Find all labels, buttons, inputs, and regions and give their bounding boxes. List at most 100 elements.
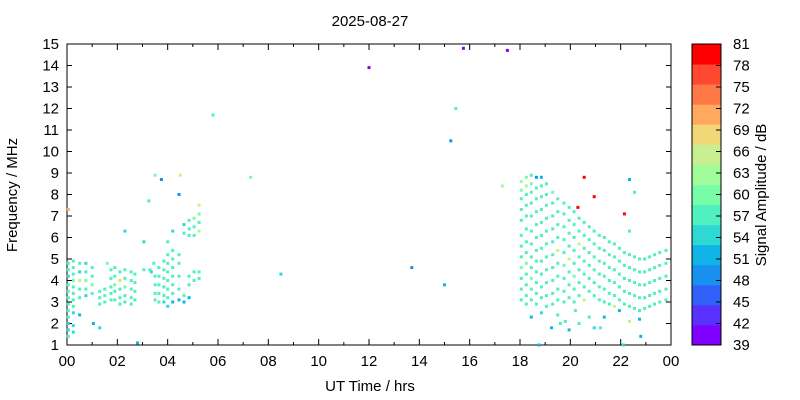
data-point — [539, 195, 543, 199]
x-tick-label: 14 — [411, 353, 428, 370]
data-point — [572, 261, 576, 265]
data-point — [166, 287, 170, 291]
data-point — [539, 184, 543, 188]
data-point — [653, 291, 657, 295]
y-tick-label: 2 — [51, 316, 59, 333]
y-tick-label: 6 — [51, 230, 59, 247]
data-point — [192, 225, 196, 229]
data-point — [197, 229, 201, 233]
data-point — [648, 268, 652, 272]
data-point — [66, 334, 70, 338]
data-point — [529, 315, 533, 319]
data-point — [166, 270, 170, 274]
data-point — [98, 326, 102, 330]
data-point — [562, 201, 566, 205]
data-point — [562, 276, 566, 280]
data-point — [519, 266, 523, 270]
data-point — [524, 214, 528, 218]
data-point — [197, 270, 201, 274]
data-point — [157, 291, 161, 295]
data-point — [84, 287, 88, 291]
data-point — [148, 268, 152, 272]
data-point — [592, 195, 596, 199]
plot-area — [66, 43, 672, 346]
data-point — [129, 270, 133, 274]
data-point — [524, 302, 528, 306]
data-point — [524, 272, 528, 276]
data-point — [577, 322, 581, 325]
data-point — [157, 300, 161, 304]
data-point — [152, 261, 156, 265]
data-point — [544, 255, 548, 259]
data-point — [534, 259, 538, 263]
data-point — [539, 220, 543, 224]
data-point — [550, 326, 553, 330]
data-point — [98, 289, 102, 293]
y-tick-label: 9 — [51, 165, 59, 182]
data-point — [567, 328, 571, 332]
data-point — [597, 233, 601, 237]
data-point — [653, 302, 657, 306]
data-point — [607, 302, 611, 306]
colorbar-segment — [692, 164, 721, 185]
colorbar-tick-label: 75 — [733, 79, 750, 96]
x-tick-label: 18 — [512, 353, 529, 370]
data-point — [78, 261, 82, 265]
data-point — [592, 268, 596, 272]
data-point — [638, 317, 641, 321]
data-point — [622, 276, 626, 280]
data-point — [66, 315, 70, 319]
data-point — [524, 175, 528, 179]
data-point — [443, 283, 446, 287]
data-point — [567, 205, 571, 209]
x-tick-label: 00 — [663, 353, 680, 370]
y-tick-label: 3 — [51, 294, 59, 311]
data-point — [123, 229, 127, 233]
data-point — [129, 287, 133, 291]
data-point — [562, 251, 566, 255]
data-point — [162, 268, 166, 272]
data-point — [612, 304, 616, 308]
y-axis-label: Frequency / MHz — [4, 138, 21, 252]
data-point — [617, 309, 621, 313]
data-point — [182, 223, 186, 227]
data-point — [577, 229, 581, 233]
data-point — [166, 261, 170, 265]
data-point — [113, 266, 117, 270]
data-point — [551, 214, 555, 218]
data-point — [133, 289, 137, 293]
data-point — [653, 266, 657, 270]
colorbar-segment — [692, 64, 721, 85]
data-point — [519, 276, 523, 280]
data-point — [113, 298, 117, 302]
data-point — [529, 201, 533, 205]
data-point — [182, 300, 186, 304]
data-point — [582, 220, 586, 224]
data-point — [118, 287, 122, 291]
data-point — [177, 253, 181, 257]
colorbar-segment — [692, 184, 721, 206]
data-point — [529, 173, 533, 177]
data-point — [90, 283, 94, 287]
data-point — [638, 296, 641, 300]
data-point — [582, 246, 586, 250]
data-point — [519, 244, 523, 248]
data-point — [544, 268, 548, 272]
data-point — [617, 259, 621, 263]
colorbar-tick-label: 51 — [733, 251, 750, 268]
data-point — [602, 300, 606, 304]
data-point — [197, 203, 201, 207]
data-point — [66, 268, 70, 272]
data-point — [633, 281, 636, 285]
data-point — [534, 223, 538, 227]
data-point — [633, 306, 636, 310]
data-point — [592, 255, 596, 259]
data-point — [197, 276, 201, 280]
data-point — [587, 315, 591, 319]
data-point — [78, 313, 82, 317]
x-tick-label: 06 — [210, 353, 227, 370]
data-point — [648, 304, 652, 308]
data-point — [162, 300, 166, 304]
data-point — [136, 341, 139, 345]
